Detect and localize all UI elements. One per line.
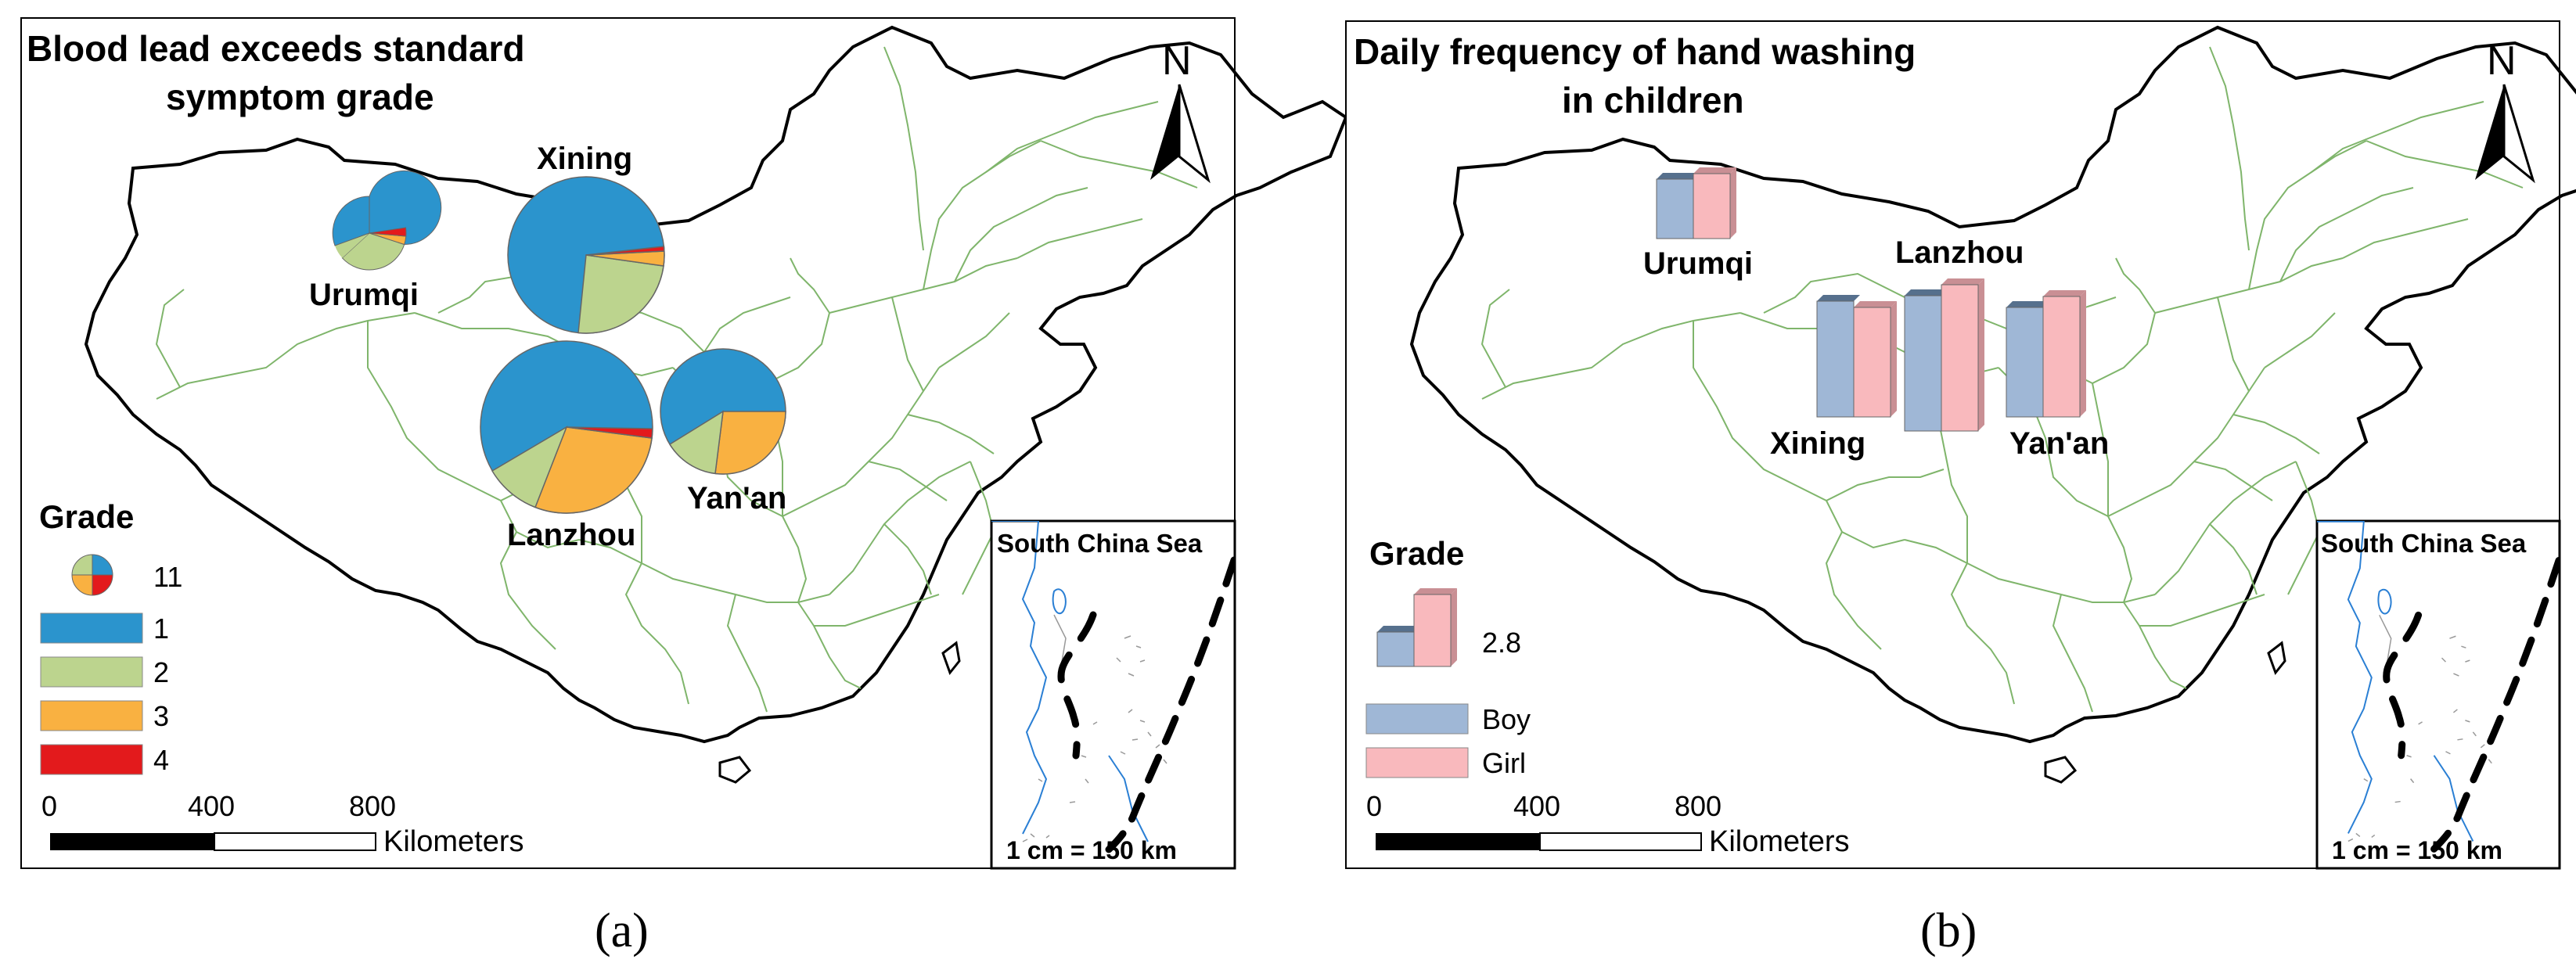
legend-size-value: 2.8 xyxy=(1482,627,1521,659)
legend-title: Grade xyxy=(1369,535,1464,572)
svg-text:400: 400 xyxy=(1513,790,1560,822)
caption-a: (a) xyxy=(595,904,649,957)
panel-a-title-line1: Blood lead exceeds standard xyxy=(27,28,525,69)
pie-yanan xyxy=(660,348,786,475)
legend-label-2: 2 xyxy=(153,656,169,688)
legend-a: Grade 11 1 2 3 4 xyxy=(39,498,182,776)
scale-bar-b: 0 400 800 Kilometers xyxy=(1366,790,1850,858)
legend-label-1: 1 xyxy=(153,612,169,645)
legend-size-bar-icon xyxy=(1376,588,1457,667)
bars-yanan xyxy=(2006,290,2086,418)
legend-label-3: 3 xyxy=(153,700,169,732)
inset-title: South China Sea xyxy=(997,529,1203,558)
inset-scale: 1 cm = 150 km xyxy=(2332,836,2502,864)
pie-lanzhou xyxy=(480,340,653,514)
svg-text:Kilometers: Kilometers xyxy=(383,825,524,858)
bars-urumqi xyxy=(1656,167,1736,239)
scale-bar-a: 0 400 800 Kilometers xyxy=(41,790,524,858)
legend-title: Grade xyxy=(39,498,134,535)
city-label-xining: Xining xyxy=(537,142,632,176)
inset-scale: 1 cm = 150 km xyxy=(1006,836,1177,864)
legend-swatch-1 xyxy=(40,612,143,644)
panel-b-title-line1: Daily frequency of hand washing xyxy=(1354,31,1916,72)
svg-text:800: 800 xyxy=(1675,790,1722,822)
legend-swatch-4 xyxy=(40,744,143,775)
city-label-urumqi: Urumqi xyxy=(309,278,419,312)
legend-label-girl: Girl xyxy=(1482,747,1526,779)
city-label-yanan: Yan'an xyxy=(687,481,786,515)
pie-xining xyxy=(507,176,665,334)
inset-a: South China Sea 1 cm = 150 km xyxy=(990,519,1236,870)
city-label-lanzhou: Lanzhou xyxy=(1895,235,2024,270)
bars-xining xyxy=(1816,295,1897,418)
svg-text:400: 400 xyxy=(188,790,235,822)
legend-swatch-3 xyxy=(40,700,143,731)
city-label-xining: Xining xyxy=(1770,426,1865,461)
panel-a-title-line2: symptom grade xyxy=(166,77,434,117)
svg-text:N: N xyxy=(1162,38,1192,84)
panel-b: Daily frequency of hand washing in child… xyxy=(1345,20,2576,957)
inset-b: South China Sea 1 cm = 150 km xyxy=(2315,519,2561,870)
legend-swatch-2 xyxy=(40,656,143,688)
inset-title: South China Sea xyxy=(2321,529,2527,558)
city-label-urumqi: Urumqi xyxy=(1643,246,1753,281)
svg-text:N: N xyxy=(2487,38,2517,84)
pie-urumqi xyxy=(332,171,442,271)
legend-swatch-girl xyxy=(1365,747,1469,778)
legend-size-pie-icon xyxy=(71,554,113,596)
panel-a: Blood lead exceeds standard symptom grad… xyxy=(20,17,1347,957)
svg-text:800: 800 xyxy=(349,790,396,822)
legend-b: Grade 2.8 Boy Girl xyxy=(1365,535,1531,779)
svg-text:0: 0 xyxy=(1366,790,1382,822)
bars-lanzhou xyxy=(1904,278,1984,432)
caption-b: (b) xyxy=(1920,904,1977,957)
city-label-yanan: Yan'an xyxy=(2009,426,2109,461)
legend-label-4: 4 xyxy=(153,744,169,776)
city-label-lanzhou: Lanzhou xyxy=(507,518,635,552)
legend-label-boy: Boy xyxy=(1482,703,1531,735)
svg-text:0: 0 xyxy=(41,790,57,822)
legend-size-value: 11 xyxy=(153,561,182,593)
panel-b-title-line2: in children xyxy=(1562,80,1744,120)
north-arrow-icon: N xyxy=(2475,38,2535,184)
legend-swatch-boy xyxy=(1365,703,1469,735)
north-arrow-icon: N xyxy=(1150,38,1211,184)
svg-text:Kilometers: Kilometers xyxy=(1709,825,1850,858)
